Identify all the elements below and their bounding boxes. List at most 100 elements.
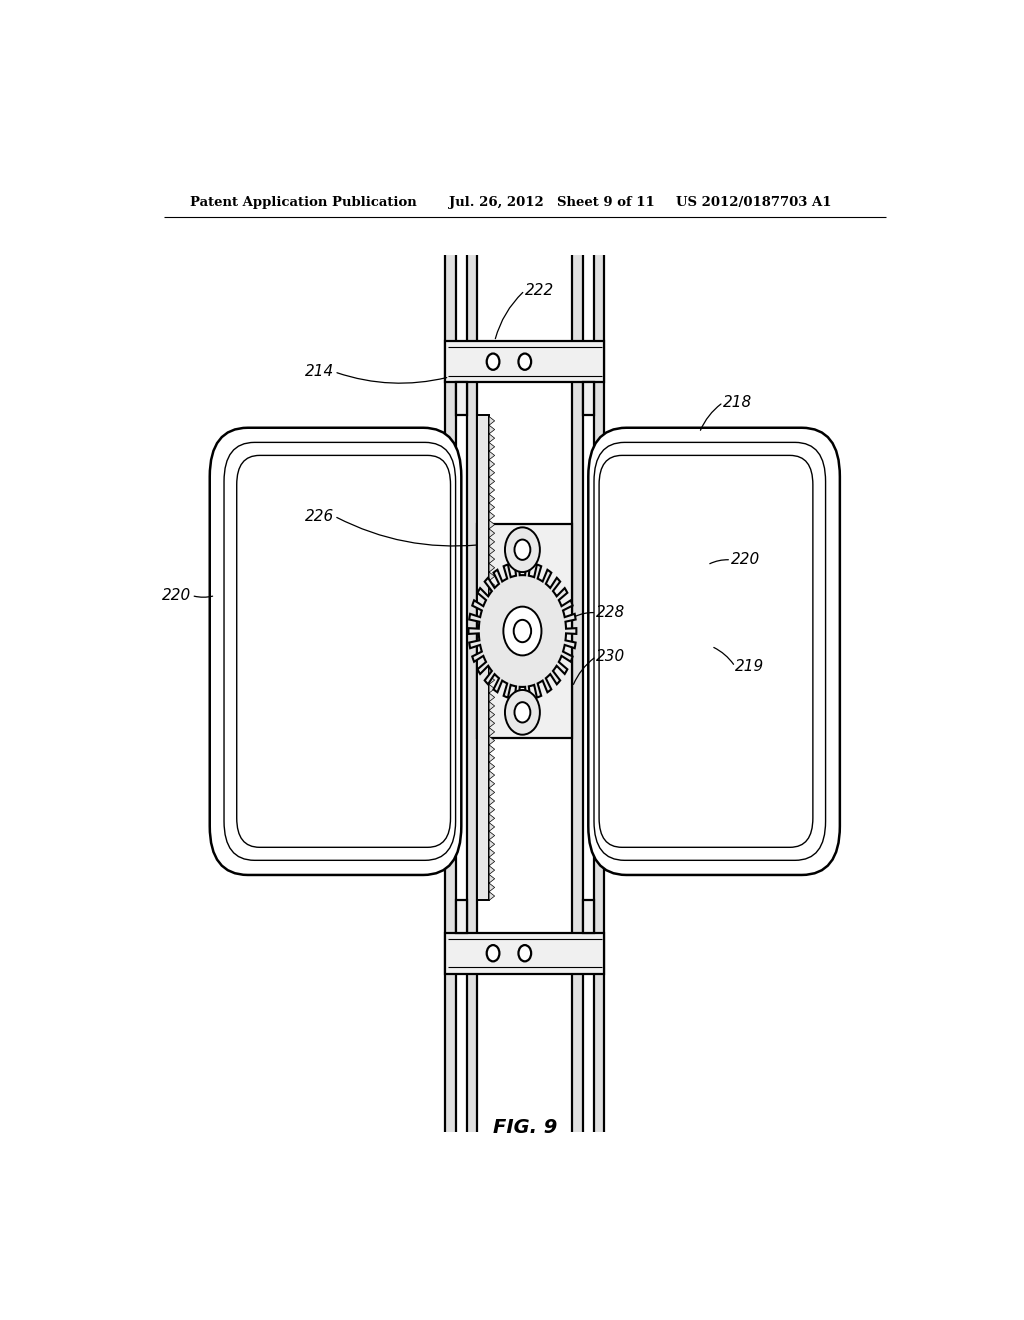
Polygon shape — [489, 832, 495, 840]
Bar — [583, 255, 594, 1133]
Text: 222: 222 — [524, 282, 554, 298]
Polygon shape — [489, 866, 495, 874]
Polygon shape — [489, 857, 495, 866]
Polygon shape — [489, 771, 495, 779]
Circle shape — [505, 528, 540, 572]
Bar — [445, 933, 604, 974]
Polygon shape — [489, 607, 495, 615]
FancyBboxPatch shape — [594, 442, 825, 861]
Polygon shape — [489, 564, 495, 572]
Polygon shape — [489, 676, 495, 684]
Circle shape — [518, 354, 531, 370]
Polygon shape — [489, 779, 495, 788]
Text: 220: 220 — [731, 552, 761, 568]
Polygon shape — [489, 667, 495, 676]
Polygon shape — [489, 737, 495, 744]
Polygon shape — [489, 710, 495, 719]
Bar — [477, 414, 489, 900]
Circle shape — [518, 945, 531, 961]
Circle shape — [514, 620, 531, 643]
Polygon shape — [489, 649, 495, 659]
Polygon shape — [489, 727, 495, 737]
Polygon shape — [489, 840, 495, 849]
Bar — [583, 381, 594, 414]
Bar — [477, 524, 572, 738]
Bar — [477, 255, 572, 1133]
FancyBboxPatch shape — [224, 442, 456, 861]
Polygon shape — [489, 642, 495, 649]
Polygon shape — [489, 469, 495, 477]
Polygon shape — [489, 624, 495, 632]
Polygon shape — [489, 659, 495, 667]
Polygon shape — [489, 486, 495, 494]
Bar — [594, 255, 604, 1133]
FancyBboxPatch shape — [588, 428, 840, 875]
Text: US 2012/0187703 A1: US 2012/0187703 A1 — [676, 195, 831, 209]
Polygon shape — [489, 693, 495, 702]
Polygon shape — [489, 572, 495, 581]
Bar — [467, 255, 477, 1133]
Polygon shape — [489, 451, 495, 459]
Polygon shape — [489, 459, 495, 469]
Polygon shape — [468, 562, 577, 700]
Text: Patent Application Publication: Patent Application Publication — [189, 195, 417, 209]
Text: 230: 230 — [596, 649, 626, 664]
Bar — [456, 900, 467, 933]
FancyBboxPatch shape — [599, 455, 813, 847]
Polygon shape — [489, 883, 495, 892]
Circle shape — [505, 690, 540, 735]
Polygon shape — [489, 805, 495, 814]
Polygon shape — [489, 417, 495, 425]
Polygon shape — [489, 754, 495, 762]
Text: Jul. 26, 2012: Jul. 26, 2012 — [450, 195, 544, 209]
Polygon shape — [489, 814, 495, 822]
Polygon shape — [489, 632, 495, 642]
Polygon shape — [489, 494, 495, 503]
Circle shape — [486, 945, 500, 961]
Polygon shape — [489, 762, 495, 771]
Text: Sheet 9 of 11: Sheet 9 of 11 — [557, 195, 654, 209]
Polygon shape — [489, 788, 495, 797]
Circle shape — [514, 540, 530, 560]
Text: 228: 228 — [596, 606, 626, 620]
Polygon shape — [489, 892, 495, 900]
Polygon shape — [489, 546, 495, 554]
Text: 226: 226 — [305, 508, 334, 524]
Text: FIG. 9: FIG. 9 — [493, 1118, 557, 1137]
Polygon shape — [489, 537, 495, 546]
Polygon shape — [489, 442, 495, 451]
Polygon shape — [489, 822, 495, 832]
Text: 218: 218 — [723, 395, 753, 409]
Bar — [445, 342, 604, 381]
Polygon shape — [489, 581, 495, 589]
Text: 220: 220 — [162, 587, 191, 603]
Polygon shape — [489, 615, 495, 624]
FancyBboxPatch shape — [237, 455, 451, 847]
Polygon shape — [489, 702, 495, 710]
Bar — [445, 255, 456, 1133]
Circle shape — [486, 354, 500, 370]
Polygon shape — [489, 744, 495, 754]
Polygon shape — [489, 598, 495, 607]
Circle shape — [514, 702, 530, 722]
Polygon shape — [489, 529, 495, 537]
Polygon shape — [489, 849, 495, 857]
Polygon shape — [489, 520, 495, 529]
Polygon shape — [489, 512, 495, 520]
Polygon shape — [489, 719, 495, 727]
Text: 214: 214 — [305, 364, 334, 379]
Text: 219: 219 — [735, 659, 764, 675]
Polygon shape — [489, 554, 495, 564]
Polygon shape — [489, 797, 495, 805]
Bar — [456, 381, 467, 414]
Polygon shape — [489, 477, 495, 486]
Bar — [572, 255, 583, 1133]
Circle shape — [504, 607, 542, 656]
Polygon shape — [489, 425, 495, 434]
Bar — [583, 900, 594, 933]
Polygon shape — [489, 503, 495, 512]
FancyBboxPatch shape — [210, 428, 461, 875]
Bar — [456, 255, 467, 1133]
Polygon shape — [489, 684, 495, 693]
Polygon shape — [489, 874, 495, 883]
